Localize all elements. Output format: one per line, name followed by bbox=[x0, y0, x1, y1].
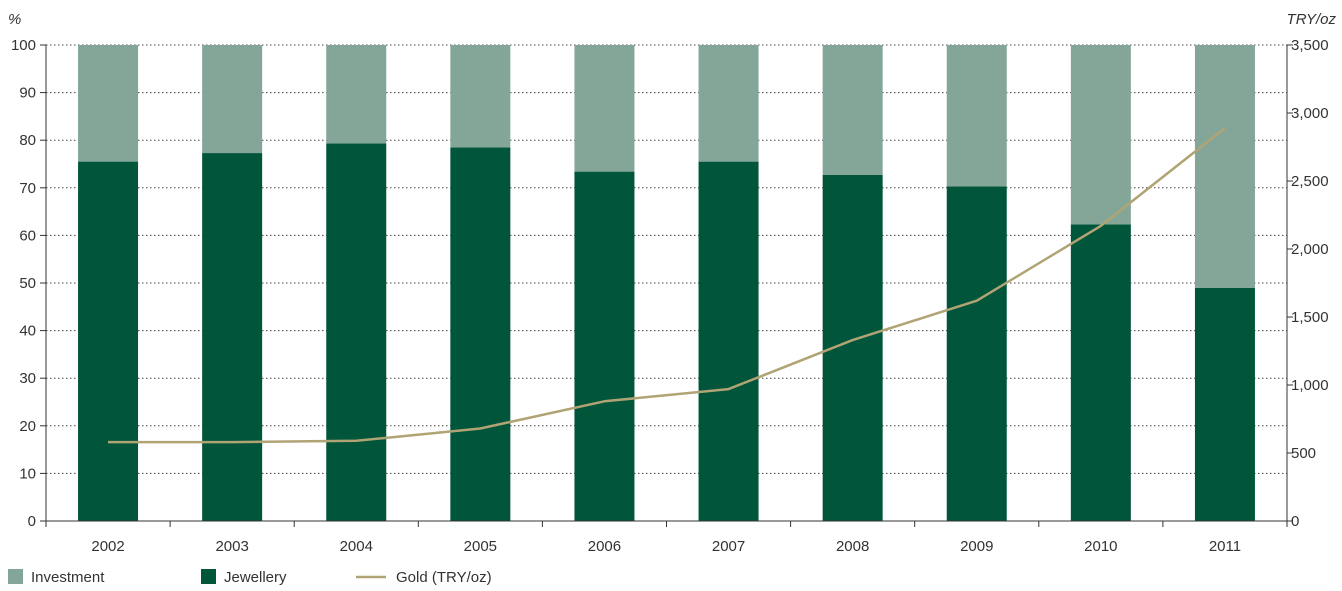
left-tick-label: 70 bbox=[19, 180, 36, 197]
bar-investment-2004 bbox=[326, 45, 387, 144]
left-tick-label: 80 bbox=[19, 132, 36, 149]
left-tick-label: 10 bbox=[19, 465, 36, 482]
left-tick-label: 60 bbox=[19, 227, 36, 244]
x-tick-label: 2010 bbox=[1084, 538, 1117, 555]
left-tick-label: 20 bbox=[19, 418, 36, 435]
bar-jewellery-2006 bbox=[574, 171, 635, 521]
bar-investment-2010 bbox=[1070, 45, 1131, 225]
right-axis-unit: TRY/oz bbox=[1287, 11, 1337, 28]
bar-investment-2006 bbox=[574, 45, 635, 172]
left-tick-label: 0 bbox=[28, 513, 36, 530]
x-tick-label: 2005 bbox=[464, 538, 497, 555]
x-tick-label: 2008 bbox=[836, 538, 869, 555]
right-tick-label: 1,500 bbox=[1291, 309, 1329, 326]
bar-jewellery-2005 bbox=[450, 147, 511, 521]
gridlines bbox=[46, 44, 1287, 474]
bar-jewellery-2010 bbox=[1070, 224, 1131, 521]
line-gold-try-oz- bbox=[108, 127, 1226, 444]
gold-line bbox=[108, 127, 1226, 444]
x-tick-label: 2003 bbox=[215, 538, 248, 555]
legend-swatch bbox=[201, 569, 216, 584]
bars bbox=[78, 45, 1255, 522]
legend-label: Jewellery bbox=[224, 569, 287, 586]
left-tick-label: 40 bbox=[19, 323, 36, 340]
right-tick-label: 0 bbox=[1291, 513, 1299, 530]
bar-investment-2011 bbox=[1194, 45, 1255, 288]
x-tick-label: 2007 bbox=[712, 538, 745, 555]
x-tick-label: 2006 bbox=[588, 538, 621, 555]
legend-label: Investment bbox=[31, 569, 105, 586]
left-tick-label: 50 bbox=[19, 275, 36, 292]
bar-investment-2005 bbox=[450, 45, 511, 148]
right-tick-label: 3,500 bbox=[1291, 37, 1329, 54]
bar-jewellery-2003 bbox=[202, 153, 263, 521]
left-tick-label: 90 bbox=[19, 85, 36, 102]
x-tick-label: 2002 bbox=[91, 538, 124, 555]
bar-jewellery-2011 bbox=[1194, 287, 1255, 521]
bar-investment-2002 bbox=[78, 45, 139, 162]
bar-investment-2009 bbox=[946, 45, 1007, 187]
right-tick-label: 2,500 bbox=[1291, 173, 1329, 190]
left-tick-label: 100 bbox=[11, 37, 36, 54]
bar-investment-2003 bbox=[202, 45, 263, 154]
axes: 0 10 20 30 40 50 60 70 80 90 100 0 500 1,000 1,500 2,00… bbox=[11, 37, 1329, 555]
legend: Investment Jewellery Gold (TRY/oz) bbox=[8, 569, 492, 586]
x-tick-label: 2009 bbox=[960, 538, 993, 555]
legend-swatch bbox=[8, 569, 23, 584]
left-axis-unit: % bbox=[8, 11, 21, 28]
bar-investment-2007 bbox=[698, 45, 759, 162]
bar-jewellery-2009 bbox=[946, 186, 1007, 521]
bar-jewellery-2007 bbox=[698, 161, 759, 521]
bar-jewellery-2002 bbox=[78, 161, 139, 521]
legend-label: Gold (TRY/oz) bbox=[396, 569, 492, 586]
left-tick-label: 30 bbox=[19, 370, 36, 387]
right-tick-label: 500 bbox=[1291, 445, 1316, 462]
x-tick-label: 2011 bbox=[1209, 538, 1241, 555]
bar-investment-2008 bbox=[822, 45, 883, 175]
right-tick-label: 1,000 bbox=[1291, 377, 1329, 394]
right-tick-label: 2,000 bbox=[1291, 241, 1329, 258]
x-tick-label: 2004 bbox=[340, 538, 373, 555]
right-tick-label: 3,000 bbox=[1291, 105, 1329, 122]
bar-jewellery-2004 bbox=[326, 143, 387, 522]
